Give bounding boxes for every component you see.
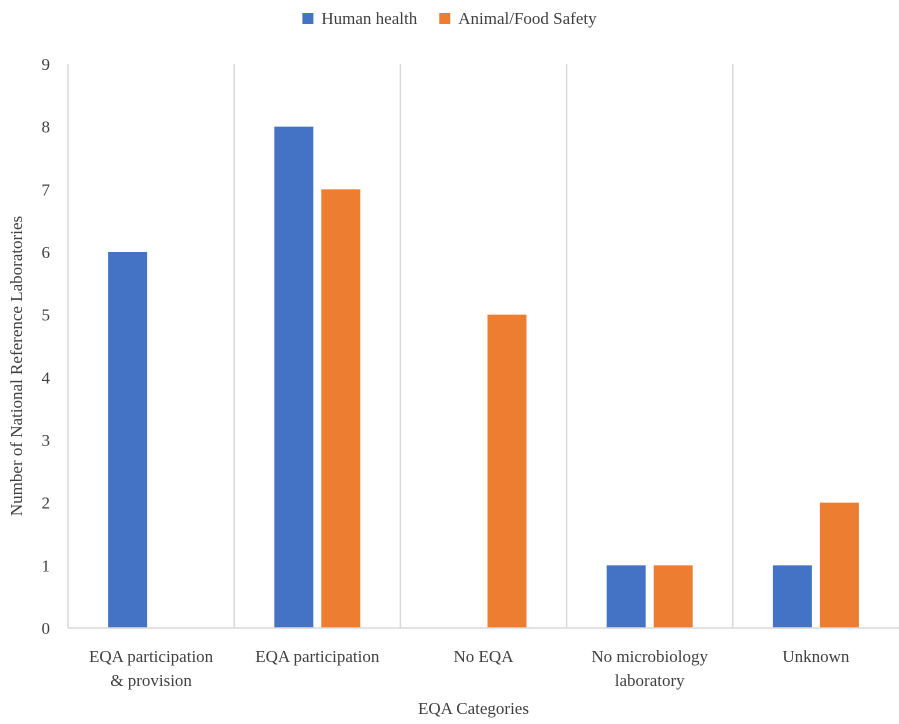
- bar-human-health: [274, 126, 314, 629]
- bar-animal-food-safety: [321, 189, 361, 629]
- y-tick-label: 7: [42, 180, 51, 199]
- y-axis-title: Number of National Reference Laboratorie…: [7, 216, 26, 516]
- legend: Human health Animal/Food Safety: [302, 9, 597, 28]
- legend-label: Human health: [321, 9, 417, 28]
- x-category-label: EQA participation & provision: [89, 647, 214, 690]
- y-tick-label: 4: [42, 368, 51, 387]
- x-category-label: No EQA: [454, 647, 515, 666]
- x-category-label: No microbiology laboratory: [591, 647, 708, 690]
- y-tick-label: 0: [42, 619, 51, 638]
- bar-animal-food-safety: [653, 565, 693, 628]
- y-tick-label: 2: [42, 494, 51, 513]
- category-separators: [67, 64, 734, 628]
- x-axis-categories: EQA participation & provision EQA particip…: [89, 647, 850, 690]
- y-axis-ticks: 0 1 2 3 4 5 6 7 8 9: [42, 55, 51, 638]
- y-tick-label: 3: [42, 431, 51, 450]
- bar-human-health: [108, 252, 148, 628]
- x-axis-title: EQA Categories: [418, 699, 529, 718]
- bar-animal-food-safety: [487, 314, 527, 628]
- y-tick-label: 1: [42, 556, 51, 575]
- legend-label: Animal/Food Safety: [458, 9, 597, 28]
- y-tick-label: 6: [42, 243, 51, 262]
- y-tick-label: 5: [42, 306, 51, 325]
- bar-human-health: [606, 565, 646, 628]
- x-category-label: EQA participation: [255, 647, 380, 666]
- x-category-label: Unknown: [782, 647, 850, 666]
- bar-animal-food-safety: [819, 502, 859, 628]
- bar-human-health: [772, 565, 812, 628]
- legend-swatch: [439, 13, 451, 24]
- legend-swatch: [302, 13, 314, 24]
- bars: [108, 126, 859, 629]
- y-tick-label: 9: [42, 55, 51, 74]
- y-tick-label: 8: [42, 118, 51, 137]
